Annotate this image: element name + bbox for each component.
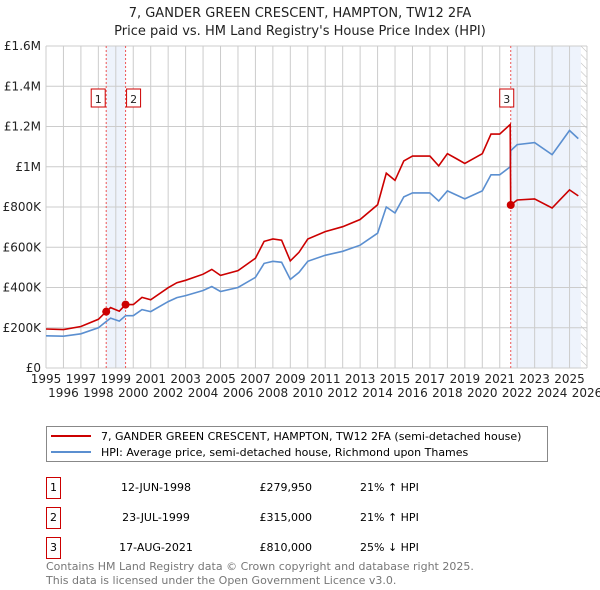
y-tick-label: £1M xyxy=(15,160,41,174)
x-tick-label: 1999 xyxy=(101,372,132,386)
legend: 7, GANDER GREEN CRESCENT, HAMPTON, TW12 … xyxy=(46,426,548,462)
x-tick-label: 2022 xyxy=(502,386,533,400)
x-tick-label: 2011 xyxy=(310,372,341,386)
hpi-diff: 25% ↓ HPI xyxy=(360,541,419,554)
y-tick-label: £600K xyxy=(3,240,43,254)
x-tick-label: 2024 xyxy=(537,386,568,400)
legend-item-property: 7, GANDER GREEN CRESCENT, HAMPTON, TW12 … xyxy=(51,428,521,444)
sale-label: 1 xyxy=(95,93,102,106)
table-row: 1 12-JUN-1998 £279,950 21% ↑ HPI xyxy=(46,477,446,499)
table-row: 2 23-JUL-1999 £315,000 21% ↑ HPI xyxy=(46,507,446,529)
x-tick-label: 2005 xyxy=(205,372,236,386)
x-tick-label: 2004 xyxy=(188,386,219,400)
y-tick-label: £400K xyxy=(3,281,43,295)
chart-title: 7, GANDER GREEN CRESCENT, HAMPTON, TW12 … xyxy=(128,6,472,21)
table-row: 3 17-AUG-2021 £810,000 25% ↓ HPI xyxy=(46,537,446,559)
y-tick-label: £800K xyxy=(3,200,43,214)
sale-date: 12-JUN-1998 xyxy=(120,481,192,494)
sale-point xyxy=(102,307,111,316)
hpi-diff: 21% ↑ HPI xyxy=(360,511,419,524)
x-tick-label: 2001 xyxy=(135,372,166,386)
marker-badge: 3 xyxy=(46,537,61,559)
x-tick-label: 2000 xyxy=(118,386,149,400)
blue-line-swatch xyxy=(51,451,91,453)
y-tick-label: £1.2M xyxy=(4,120,41,134)
x-tick-label: 2017 xyxy=(415,372,446,386)
marker-badge: 2 xyxy=(46,507,61,529)
x-tick-label: 1996 xyxy=(48,386,79,400)
x-tick-label: 2016 xyxy=(397,386,428,400)
x-tick-label: 2023 xyxy=(519,372,550,386)
x-tick-label: 2008 xyxy=(258,386,289,400)
sale-date: 17-AUG-2021 xyxy=(119,541,193,554)
x-tick-label: 2021 xyxy=(484,372,515,386)
sale-label-box xyxy=(499,88,515,108)
marker-badge: 1 xyxy=(46,477,61,499)
x-tick-label: 2018 xyxy=(432,386,463,400)
legend-item-hpi: HPI: Average price, semi-detached house,… xyxy=(51,444,468,460)
x-tick-label: 2006 xyxy=(223,386,254,400)
sale-price: £315,000 xyxy=(259,511,313,524)
chart-subtitle: Price paid vs. HM Land Registry's House … xyxy=(114,24,486,39)
hpi-diff: 21% ↑ HPI xyxy=(360,481,419,494)
sale-label: 2 xyxy=(130,93,137,106)
sale-point xyxy=(121,300,130,309)
y-tick-label: £200K xyxy=(3,321,43,335)
x-tick-label: 2015 xyxy=(380,372,411,386)
sale-label-box xyxy=(90,88,106,108)
price-chart: 1995199619971998199920002001200220032004… xyxy=(3,39,600,400)
sale-label-box xyxy=(126,88,142,108)
x-tick-label: 2010 xyxy=(293,386,324,400)
sale-price: £810,000 xyxy=(259,541,313,554)
legend-label: 7, GANDER GREEN CRESCENT, HAMPTON, TW12 … xyxy=(101,429,522,443)
footer-copyright: Contains HM Land Registry data © Crown c… xyxy=(46,560,474,573)
x-tick-label: 2003 xyxy=(170,372,201,386)
y-tick-label: £1.4M xyxy=(4,79,41,93)
sale-label: 3 xyxy=(503,93,510,106)
legend-label: HPI: Average price, semi-detached house,… xyxy=(101,445,469,459)
x-tick-label: 1997 xyxy=(66,372,97,386)
sale-point xyxy=(506,200,515,209)
y-tick-label: £1.6M xyxy=(4,39,41,53)
x-tick-label: 2002 xyxy=(153,386,184,400)
sale-date: 23-JUL-1999 xyxy=(122,511,190,524)
footer-licence: This data is licensed under the Open Gov… xyxy=(46,574,397,587)
x-tick-label: 2020 xyxy=(467,386,498,400)
x-tick-label: 2012 xyxy=(327,386,358,400)
x-tick-label: 1995 xyxy=(31,372,62,386)
hpi-line xyxy=(45,129,579,338)
x-tick-label: 2009 xyxy=(275,372,306,386)
x-tick-label: 1998 xyxy=(83,386,114,400)
x-tick-label: 2025 xyxy=(554,372,585,386)
property-price-line xyxy=(45,122,579,331)
x-tick-label: 2026 xyxy=(572,386,600,400)
x-tick-label: 2014 xyxy=(362,386,393,400)
x-tick-label: 2007 xyxy=(240,372,271,386)
red-line-swatch xyxy=(51,435,91,437)
x-tick-label: 2013 xyxy=(345,372,376,386)
y-tick-label: £0 xyxy=(26,361,41,375)
x-tick-label: 2019 xyxy=(450,372,481,386)
sale-price: £279,950 xyxy=(259,481,313,494)
